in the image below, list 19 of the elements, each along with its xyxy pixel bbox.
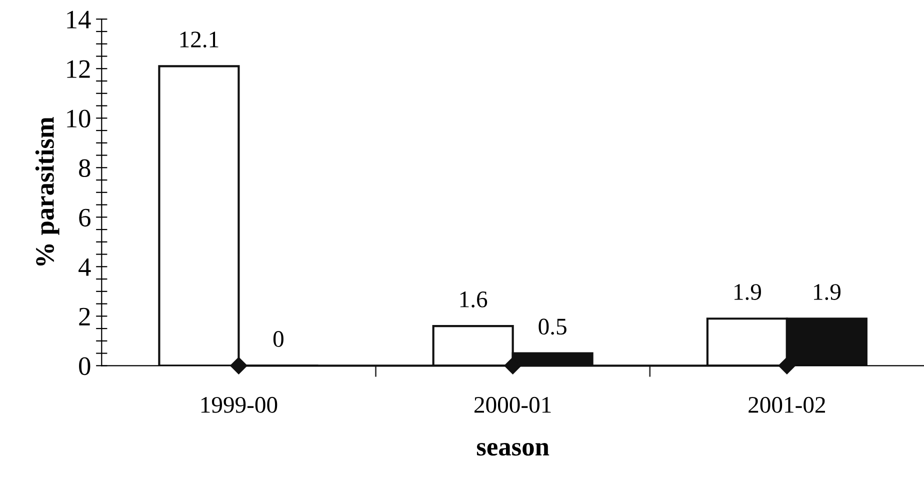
x-axis-title: season [476, 442, 550, 456]
y-tick-label: 4 [78, 258, 91, 276]
data-label: 0 [273, 331, 284, 347]
x-tick-label: 2000-01 [474, 396, 551, 413]
data-label: 1.9 [734, 284, 761, 300]
x-tick-label: 2001-02 [748, 396, 825, 413]
y-tick-label: 12 [67, 60, 90, 78]
y-tick-label: 0 [79, 357, 90, 376]
y-tick-label: 8 [79, 159, 90, 178]
data-label: 1.6 [460, 292, 488, 308]
x-tick-label: 1999-00 [201, 396, 278, 413]
data-label: 12.1 [180, 32, 218, 48]
data-label: 0.5 [538, 318, 566, 335]
y-tick-label: 6 [79, 208, 90, 227]
y-tick-label: 10 [67, 110, 90, 128]
y-tick-label: 14 [67, 10, 91, 28]
y-axis-title: % parasitism [35, 116, 60, 266]
y-tick-label: 2 [79, 308, 90, 326]
data-label: 1.9 [814, 284, 840, 300]
